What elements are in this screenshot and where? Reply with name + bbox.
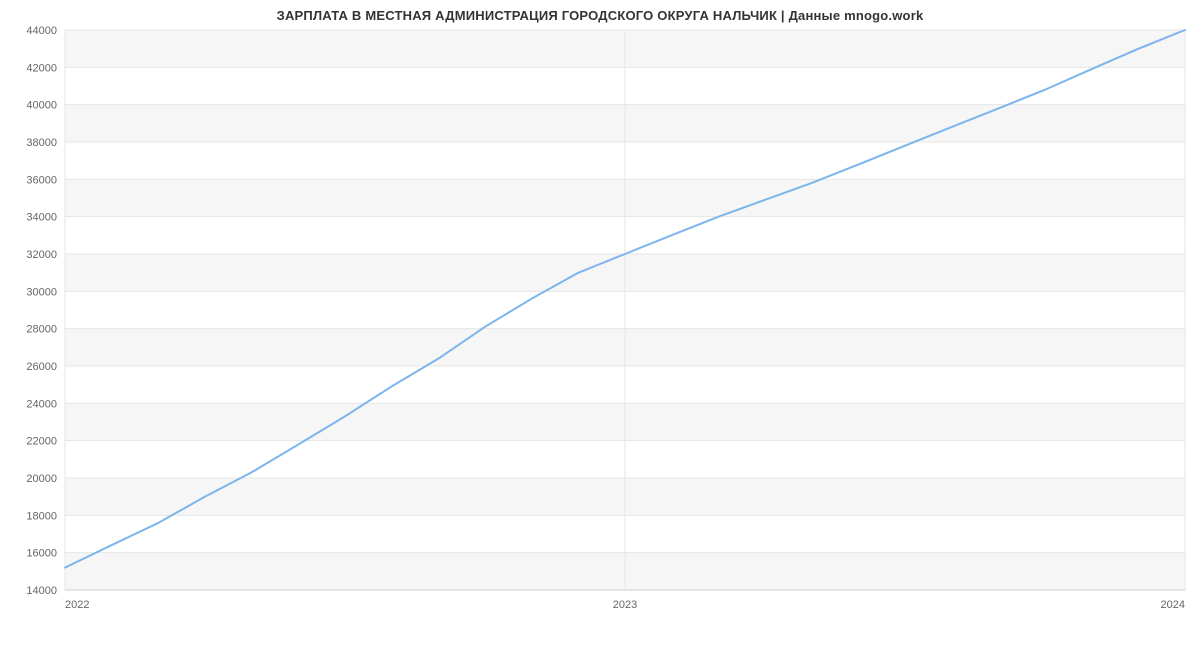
- line-chart-container: ЗАРПЛАТА В МЕСТНАЯ АДМИНИСТРАЦИЯ ГОРОДСК…: [0, 0, 1200, 650]
- y-tick-label: 22000: [26, 436, 57, 448]
- y-tick-label: 38000: [26, 137, 57, 149]
- y-tick-label: 28000: [26, 324, 57, 336]
- y-tick-label: 14000: [26, 585, 57, 597]
- x-tick-label: 2023: [613, 599, 637, 611]
- y-tick-label: 40000: [26, 100, 57, 112]
- y-tick-label: 24000: [26, 398, 57, 410]
- y-tick-label: 30000: [26, 286, 57, 298]
- y-tick-label: 34000: [26, 212, 57, 224]
- y-tick-label: 26000: [26, 361, 57, 373]
- x-tick-label: 2022: [65, 599, 89, 611]
- x-tick-label: 2024: [1161, 599, 1185, 611]
- y-tick-label: 42000: [26, 62, 57, 74]
- y-tick-label: 44000: [26, 25, 57, 37]
- y-tick-label: 32000: [26, 249, 57, 261]
- y-tick-label: 16000: [26, 548, 57, 560]
- y-tick-label: 18000: [26, 510, 57, 522]
- y-tick-label: 20000: [26, 473, 57, 485]
- chart-svg: 14000 16000 18000 20000 22000 24000 26000 28000…: [0, 0, 1200, 650]
- y-tick-label: 36000: [26, 174, 57, 186]
- chart-title: ЗАРПЛАТА В МЕСТНАЯ АДМИНИСТРАЦИЯ ГОРОДСК…: [0, 8, 1200, 23]
